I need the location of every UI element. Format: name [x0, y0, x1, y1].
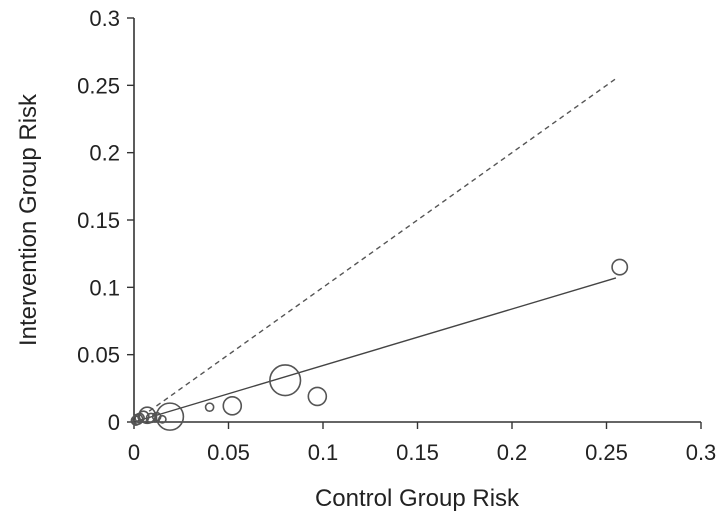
x-tick-label: 0.15: [396, 440, 439, 465]
axes: 0 0.05 0.1 0.15 0.2 0.25 0.3 0 0.05 0.1 0.15 0.2 0.2…: [77, 6, 716, 465]
data-point: [155, 402, 185, 431]
x-tick-label: 0.2: [497, 440, 528, 465]
x-tick-label: 0.3: [686, 440, 717, 465]
x-tick-label: 0: [128, 440, 140, 465]
data-point: [157, 414, 167, 424]
x-tick-label: 0.05: [207, 440, 250, 465]
reference-line: [148, 78, 617, 412]
data-point: [307, 386, 328, 407]
y-tick-label: 0.1: [89, 275, 120, 300]
data-points: [130, 258, 629, 431]
y-tick-label: 0: [108, 410, 120, 435]
x-tick-label: 0.25: [585, 440, 628, 465]
y-tick-label: 0.05: [77, 343, 120, 368]
axis-labels: Control Group Risk Intervention Group Ri…: [15, 93, 520, 512]
x-tick-label: 0.1: [308, 440, 339, 465]
data-point: [204, 402, 215, 413]
data-point: [145, 412, 157, 424]
data-point: [611, 258, 629, 276]
data-point: [222, 396, 243, 416]
y-tick-label: 0.15: [77, 208, 120, 233]
regression-line: [133, 277, 617, 423]
y-tick-label: 0.2: [89, 141, 120, 166]
trend-lines: [133, 78, 617, 423]
y-tick-label: 0.25: [77, 73, 120, 98]
y-tick-label: 0.3: [89, 6, 120, 31]
y-axis-title: Intervention Group Risk: [15, 93, 42, 346]
x-axis-title: Control Group Risk: [315, 485, 520, 512]
data-point: [269, 364, 302, 397]
